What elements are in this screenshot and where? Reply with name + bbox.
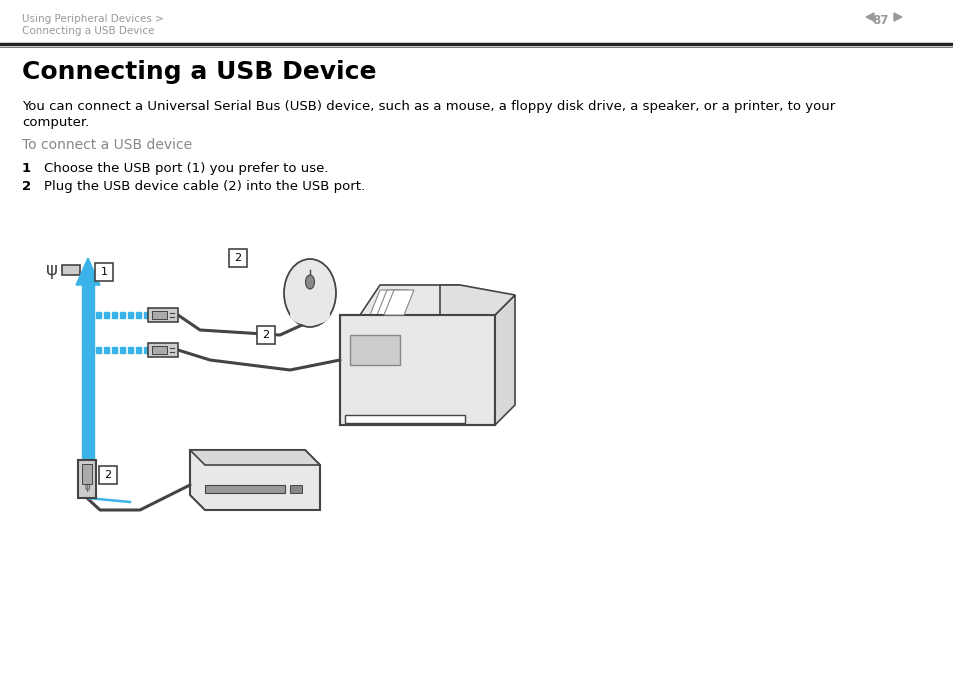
Text: ψ: ψ [46, 261, 58, 279]
Bar [148, 343, 178, 357]
Bar [345, 415, 464, 423]
Text: 2: 2 [262, 330, 270, 340]
Bar [128, 347, 132, 353]
Text: Connecting a USB Device: Connecting a USB Device [22, 26, 154, 36]
Text: ψ: ψ [84, 483, 90, 493]
Text: To connect a USB device: To connect a USB device [22, 138, 192, 152]
Bar [96, 312, 101, 318]
Text: 1: 1 [100, 267, 108, 277]
Text: Connecting a USB Device: Connecting a USB Device [22, 60, 376, 84]
Bar [290, 485, 302, 493]
Polygon shape [495, 295, 515, 425]
FancyBboxPatch shape [95, 263, 112, 281]
Bar [128, 312, 132, 318]
Text: 2: 2 [234, 253, 241, 263]
Bar [136, 312, 141, 318]
Text: Plug the USB device cable (2) into the USB port.: Plug the USB device cable (2) into the U… [44, 180, 365, 193]
Polygon shape [384, 290, 414, 315]
Bar [62, 265, 80, 275]
Bar [136, 347, 141, 353]
Ellipse shape [305, 275, 314, 289]
Text: Choose the USB port (1) you prefer to use.: Choose the USB port (1) you prefer to us… [44, 162, 328, 175]
Text: You can connect a Universal Serial Bus (USB) device, such as a mouse, a floppy d: You can connect a Universal Serial Bus (… [22, 100, 835, 113]
Text: computer.: computer. [22, 116, 90, 129]
Text: 87: 87 [871, 14, 887, 27]
Bar [120, 347, 125, 353]
Bar [339, 315, 495, 425]
Bar [78, 460, 96, 498]
Bar [144, 347, 149, 353]
Polygon shape [190, 450, 319, 510]
Bar [152, 346, 167, 354]
Bar [112, 347, 117, 353]
Text: 2: 2 [22, 180, 31, 193]
Bar [104, 347, 109, 353]
Bar [104, 312, 109, 318]
Polygon shape [376, 290, 407, 315]
Bar [350, 335, 399, 365]
Polygon shape [359, 285, 459, 315]
FancyBboxPatch shape [229, 249, 247, 267]
Bar [205, 485, 285, 493]
Bar [82, 464, 91, 484]
Text: Using Peripheral Devices >: Using Peripheral Devices > [22, 14, 164, 24]
Bar [339, 315, 495, 425]
Bar [96, 347, 101, 353]
Polygon shape [370, 290, 399, 315]
Bar [82, 285, 94, 480]
Polygon shape [190, 450, 319, 465]
FancyBboxPatch shape [256, 326, 274, 344]
Polygon shape [76, 258, 100, 285]
Bar [112, 312, 117, 318]
Polygon shape [439, 285, 515, 315]
Ellipse shape [290, 305, 330, 325]
Bar [148, 308, 178, 322]
Ellipse shape [284, 259, 335, 327]
Text: 1: 1 [22, 162, 31, 175]
Polygon shape [865, 13, 873, 21]
Bar [144, 312, 149, 318]
Polygon shape [893, 13, 901, 21]
Bar [152, 311, 167, 319]
Bar [120, 312, 125, 318]
FancyBboxPatch shape [99, 466, 117, 484]
Text: 2: 2 [104, 470, 112, 480]
